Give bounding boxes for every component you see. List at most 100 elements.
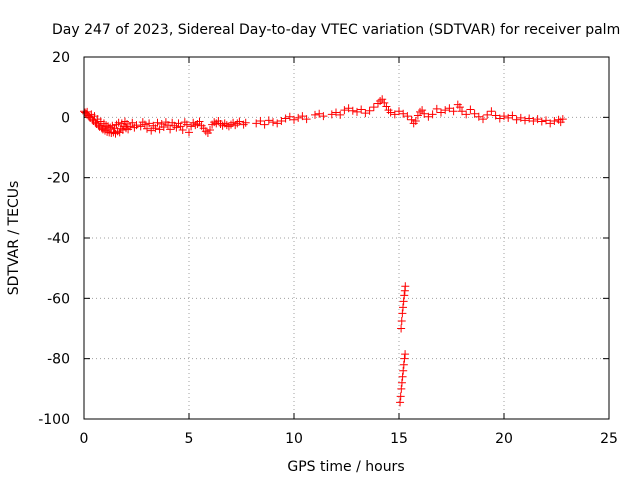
data-point [386, 108, 395, 117]
data-point [432, 104, 441, 113]
data-point [147, 126, 156, 135]
data-point [398, 372, 407, 381]
data-point [99, 119, 108, 128]
data-point [491, 111, 500, 120]
data-point [455, 103, 464, 112]
data-point [195, 117, 204, 126]
data-point [441, 106, 450, 115]
data-point [102, 121, 111, 130]
data-point [311, 110, 319, 119]
data-point [521, 116, 529, 125]
data-point [344, 104, 353, 113]
data-point [357, 105, 366, 114]
x-axis-title: GPS time / hours [287, 459, 404, 475]
data-point [558, 115, 567, 124]
data-point [369, 103, 378, 112]
data-point [122, 124, 130, 133]
data-points [80, 95, 567, 407]
data-point [470, 109, 479, 118]
data-point [399, 360, 408, 369]
data-point [166, 125, 175, 134]
data-point [397, 378, 406, 387]
data-point [413, 111, 422, 120]
data-point [143, 124, 151, 133]
data-point [416, 107, 424, 116]
data-point [487, 107, 496, 116]
data-point [327, 110, 336, 119]
data-point [397, 384, 406, 393]
data-point [546, 119, 555, 128]
data-point [348, 106, 357, 115]
y-axis-title: SDTVAR / TECUs [6, 181, 22, 296]
data-point [390, 110, 399, 119]
data-point [155, 125, 164, 134]
data-point [365, 106, 374, 115]
data-point [285, 112, 294, 121]
x-tick-label: 20 [495, 431, 513, 447]
data-point [103, 127, 112, 136]
data-point [176, 122, 185, 131]
data-point [533, 115, 542, 124]
data-point [145, 119, 154, 128]
data-point [239, 120, 248, 129]
data-point [458, 107, 466, 116]
data-point [132, 121, 141, 130]
data-point [399, 109, 408, 118]
data-point [252, 119, 261, 128]
data-point [398, 303, 407, 312]
data-point [136, 122, 145, 131]
data-point [241, 118, 250, 127]
data-point [399, 366, 408, 375]
data-point [361, 109, 370, 118]
data-point [269, 118, 277, 127]
data-point [400, 354, 409, 363]
data-point [290, 115, 298, 124]
data-point [182, 120, 191, 129]
data-point [164, 121, 172, 130]
y-tick-label: -20 [47, 171, 70, 187]
data-point [537, 117, 546, 126]
data-point [319, 112, 328, 121]
data-point [106, 123, 115, 132]
data-point [172, 123, 181, 132]
data-point [332, 108, 340, 117]
data-point [101, 126, 109, 135]
data-point [256, 116, 265, 125]
data-point [222, 121, 231, 130]
chart-title: Day 247 of 2023, Sidereal Day-to-day VTE… [52, 22, 620, 38]
data-point [396, 398, 405, 407]
data-point [474, 112, 483, 121]
data-point [376, 97, 385, 106]
data-point [170, 121, 179, 130]
ticks: 0 5 10 15 20 25 -100 -80 -60 -40 -20 0 20 [38, 50, 618, 447]
data-point [483, 110, 492, 119]
data-point [445, 104, 454, 113]
data-point [397, 324, 406, 333]
data-point [159, 122, 168, 131]
data-point [504, 113, 513, 122]
data-point [449, 107, 458, 116]
x-tick-label: 10 [285, 431, 303, 447]
grid [84, 57, 609, 419]
data-point [479, 115, 487, 124]
data-point [407, 115, 416, 124]
data-point [277, 116, 286, 125]
data-point [550, 116, 559, 125]
data-point [220, 119, 229, 128]
data-point [495, 114, 504, 123]
data-point [104, 122, 113, 131]
data-point [399, 297, 408, 306]
data-point [420, 109, 429, 118]
y-tick-label: -100 [38, 412, 70, 428]
data-point [231, 121, 240, 130]
data-point [382, 102, 391, 111]
data-point [201, 127, 210, 136]
data-point [302, 115, 311, 124]
data-point [235, 117, 244, 126]
y-tick-label: 20 [52, 50, 70, 66]
data-point [401, 350, 410, 359]
data-point [516, 113, 525, 122]
data-point [140, 120, 149, 129]
data-point [437, 108, 445, 117]
